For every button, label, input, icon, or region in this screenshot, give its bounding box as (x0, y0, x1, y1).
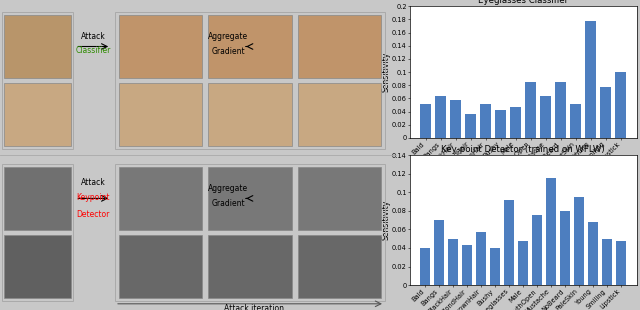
Bar (615, 72, 627, 138)
FancyBboxPatch shape (208, 167, 292, 230)
Bar (450, 100, 461, 138)
Bar (448, 239, 458, 285)
FancyBboxPatch shape (298, 83, 381, 146)
Bar (465, 113, 476, 138)
Bar (434, 220, 444, 285)
FancyBboxPatch shape (119, 15, 202, 78)
Bar (560, 211, 570, 285)
Title: Key-point Detector (trained on WFLW): Key-point Detector (trained on WFLW) (442, 145, 605, 154)
FancyBboxPatch shape (298, 15, 381, 78)
Bar (532, 215, 543, 285)
FancyBboxPatch shape (119, 167, 202, 230)
Bar (574, 197, 584, 285)
FancyBboxPatch shape (208, 83, 292, 146)
Bar (540, 96, 552, 138)
Bar (495, 110, 506, 138)
Bar (420, 104, 431, 138)
FancyBboxPatch shape (119, 235, 202, 298)
FancyBboxPatch shape (4, 235, 72, 298)
Bar (570, 104, 581, 138)
Text: Attack: Attack (81, 178, 106, 187)
Text: Gradient: Gradient (211, 47, 245, 56)
Text: Attack iteration: Attack iteration (224, 304, 284, 310)
Bar (585, 21, 596, 138)
Bar (504, 200, 515, 285)
Bar (588, 222, 598, 285)
Bar (518, 241, 529, 285)
Text: Attack: Attack (81, 33, 106, 42)
Bar (525, 82, 536, 138)
FancyBboxPatch shape (298, 167, 381, 230)
Text: Gradient: Gradient (211, 199, 245, 208)
Text: Aggregate: Aggregate (208, 184, 248, 193)
Title: Eyeglasses Classifier: Eyeglasses Classifier (478, 0, 568, 5)
Bar (480, 104, 492, 138)
Bar (435, 96, 446, 138)
FancyBboxPatch shape (208, 235, 292, 298)
Bar (555, 82, 566, 138)
FancyBboxPatch shape (4, 83, 72, 146)
Bar (476, 232, 486, 285)
Bar (462, 245, 472, 285)
Text: Aggregate: Aggregate (208, 33, 248, 42)
Bar (616, 241, 627, 285)
FancyBboxPatch shape (4, 15, 72, 78)
Y-axis label: Sensitivity: Sensitivity (381, 52, 390, 92)
Bar (490, 248, 500, 285)
FancyBboxPatch shape (208, 15, 292, 78)
FancyBboxPatch shape (4, 167, 72, 230)
Bar (600, 86, 611, 138)
Bar (546, 178, 556, 285)
Y-axis label: Sensitivity: Sensitivity (381, 200, 390, 240)
Text: Detector: Detector (77, 210, 110, 219)
Bar (602, 239, 612, 285)
Bar (420, 248, 431, 285)
FancyBboxPatch shape (298, 235, 381, 298)
FancyBboxPatch shape (119, 83, 202, 146)
Text: Classifier: Classifier (76, 46, 111, 55)
Bar (510, 107, 522, 138)
Text: Keypoint: Keypoint (77, 193, 110, 202)
